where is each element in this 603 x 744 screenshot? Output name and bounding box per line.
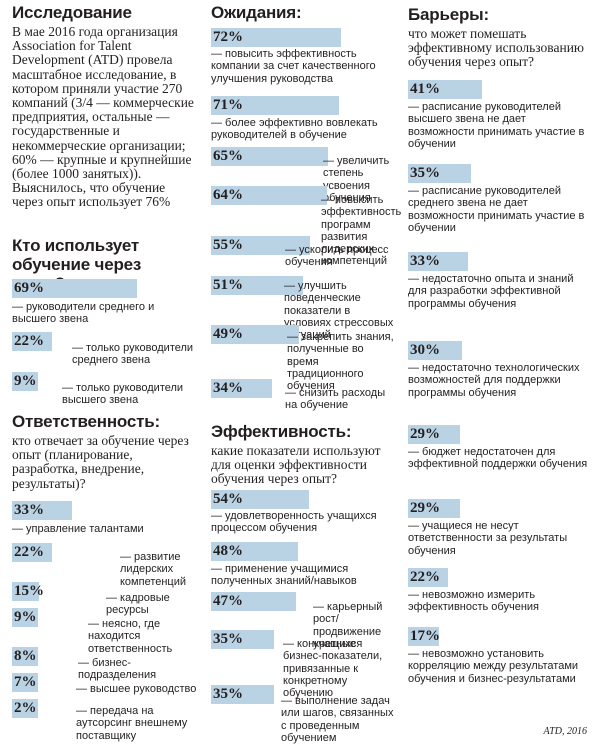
bar-label-5-4: — недостаточно технологических возможнос… xyxy=(408,362,580,399)
barriers-question: что может помешать эффективному использо… xyxy=(408,26,585,70)
bar-label-4-1: — удовлетворенность учащихся процессом о… xyxy=(211,510,377,535)
bar-label-5-2: — расписание руководителей среднего звен… xyxy=(408,185,585,234)
bar-2-7: 2% xyxy=(12,699,38,718)
bar-label-5-3: — недостаточно опыта и знаний для разраб… xyxy=(408,273,574,310)
bar-label-2-4: — неясно, где находится ответственность xyxy=(88,618,173,655)
bar-label-3-2: — более эффективно вовлекать руководител… xyxy=(211,117,378,142)
bar-4-1: 54% xyxy=(211,490,309,509)
bar-label-4-3: — карьерный рост/продвижение учащихся xyxy=(313,601,383,650)
source-note: ATD, 2016 xyxy=(543,726,587,737)
bar-label-3-8: — снизить расходы на обучение xyxy=(285,387,386,412)
bar-3-6: 51% xyxy=(211,276,303,295)
bar-label-2-5: — бизнес-подразделения xyxy=(78,657,157,682)
bar-3-3: 65% xyxy=(211,147,328,166)
bar-label-5-1: — расписание руководителей высшего звена… xyxy=(408,101,585,150)
bar-4-4: 35% xyxy=(211,630,274,649)
research-text: В мае 2016 года организация Association … xyxy=(12,24,194,210)
efficiency-title: Эффективность: xyxy=(211,422,352,441)
bar-label-3-1: — повысить эффективность компании за сче… xyxy=(211,48,376,85)
bar-2-3: 15% xyxy=(12,582,44,601)
bar-2-6: 7% xyxy=(12,673,38,692)
bar-3-8: 34% xyxy=(211,379,272,398)
bar-4-3: 47% xyxy=(211,592,296,611)
bar-2-1: 33% xyxy=(12,501,72,520)
responsibility-title: Ответственность: xyxy=(12,412,160,431)
bar-label-5-5: — бюджет недостаточен для эффективной по… xyxy=(408,446,588,471)
bar-label-1-3: — только руководители высшего звена xyxy=(62,382,184,407)
bar-label-2-2: — развитие лидерских компетенций xyxy=(120,551,187,588)
bar-5-8: 17% xyxy=(408,627,440,646)
bar-label-2-3: — кадровые ресурсы xyxy=(106,592,170,617)
bar-2-4: 9% xyxy=(12,608,38,627)
bar-label-2-6: — высшее руководство xyxy=(76,683,197,695)
efficiency-question: какие показатели используют для оценки э… xyxy=(211,443,381,487)
bar-label-3-6: — улучшить поведенческие показатели в ус… xyxy=(284,280,394,342)
bar-label-3-7: — закрепить знания, полученные во время … xyxy=(287,331,394,393)
research-title: Исследование xyxy=(12,3,132,22)
bar-5-5: 29% xyxy=(408,425,460,444)
bar-label-5-6: — учащиеся не несут ответственности за р… xyxy=(408,520,568,557)
bar-5-2: 35% xyxy=(408,164,471,183)
bar-5-7: 22% xyxy=(408,568,448,587)
bar-2-5: 8% xyxy=(12,647,38,666)
bar-3-7: 49% xyxy=(211,325,299,344)
bar-4-5: 35% xyxy=(211,685,274,704)
bar-3-2: 71% xyxy=(211,96,339,115)
bar-2-2: 22% xyxy=(12,543,52,562)
bar-label-1-1: — руководители среднего и высшего звена xyxy=(12,301,155,326)
bar-1-1: 69% xyxy=(12,279,137,298)
bar-3-5: 55% xyxy=(211,236,310,255)
expectations-title: Ожидания: xyxy=(211,3,302,22)
responsibility-question: кто отвечает за обучение через опыт (пла… xyxy=(12,433,189,491)
bar-label-4-2: — применение учащимися полученных знаний… xyxy=(211,563,357,588)
bar-4-2: 48% xyxy=(211,542,298,561)
bar-label-4-5: — выполнение задач или шагов, связанных … xyxy=(281,695,394,744)
bar-label-3-5: — ускорить процесс обучения xyxy=(285,244,389,269)
barriers-title: Барьеры: xyxy=(408,5,489,24)
bar-label-4-4: — конкретные бизнес-показатели, привязан… xyxy=(283,638,383,700)
bar-label-1-2: — только руководители среднего звена xyxy=(72,342,194,367)
bar-label-5-7: — невозможно измерить эффективность обуч… xyxy=(408,589,540,614)
bar-3-1: 72% xyxy=(211,28,341,47)
bar-5-6: 29% xyxy=(408,499,460,518)
bar-label-5-8: — невозможно установить корреляцию между… xyxy=(408,648,579,685)
bar-5-1: 41% xyxy=(408,80,482,99)
bar-label-2-7: — передача на аутсорсинг внешнему постав… xyxy=(76,705,188,742)
bar-1-2: 22% xyxy=(12,332,52,351)
bar-label-2-1: — управление талантами xyxy=(12,523,144,535)
bar-3-4: 64% xyxy=(211,186,327,205)
bar-5-4: 30% xyxy=(408,341,462,360)
bar-5-3: 33% xyxy=(408,252,468,271)
bar-label-3-3: — увеличить степень усвоения обучения xyxy=(323,155,390,204)
bar-1-3: 9% xyxy=(12,372,38,391)
bar-label-3-4: — повысить эффективность программ развит… xyxy=(321,194,402,268)
